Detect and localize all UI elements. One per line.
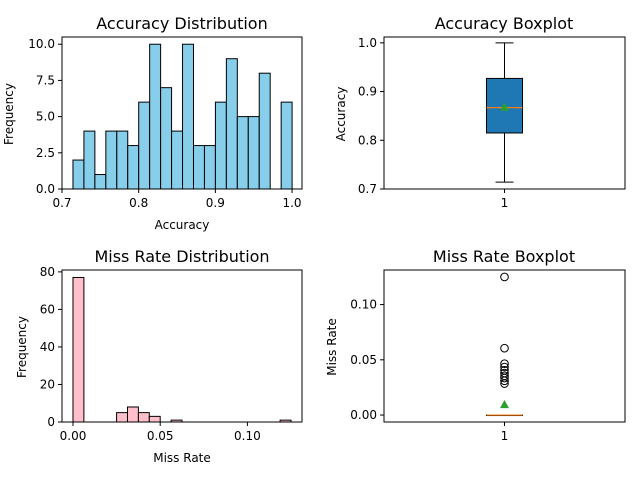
axes: 0.00 0.05 0.10 1 — [350, 269, 626, 443]
y-axis-label: Miss Rate — [325, 318, 339, 376]
y-tick-label: 0.00 — [350, 408, 377, 422]
y-tick-label: 60 — [40, 302, 55, 316]
histogram-bar — [192, 145, 205, 190]
panel-miss-rate-boxplot: Miss Rate Boxplot Miss Rate 0.00 0.05 0.10… — [325, 247, 626, 443]
outlier-point — [500, 376, 509, 386]
histogram-bar — [247, 116, 260, 190]
chart-title: Miss Rate Boxplot — [433, 247, 575, 266]
mean-marker — [500, 102, 509, 111]
boxplot — [486, 42, 523, 183]
y-tick-label: 0 — [47, 415, 55, 429]
panel-accuracy-boxplot: Accuracy Boxplot Accuracy 0.7 0.8 0.9 1.0 1 — [334, 14, 626, 210]
histogram-bar — [116, 412, 128, 423]
axes: 0 20 40 60 80 0.00 0.05 0.10 — [40, 265, 303, 443]
histogram-bar — [116, 130, 129, 190]
plot-frame — [61, 269, 303, 423]
outlier-point — [500, 362, 509, 372]
chart-title: Accuracy Distribution — [96, 14, 267, 33]
x-tick-label: 0.10 — [234, 429, 261, 443]
y-axis-label: Frequency — [2, 83, 16, 145]
y-axis-label: Frequency — [15, 316, 29, 378]
histogram-bar — [171, 130, 184, 190]
y-tick-label: 0.05 — [350, 353, 377, 367]
y-tick-label: 2.5 — [36, 146, 55, 160]
y-tick-label: 0.9 — [358, 85, 377, 99]
histogram-bar — [138, 101, 151, 190]
histogram-bar — [83, 130, 96, 190]
histogram-bar — [182, 43, 194, 190]
y-tick-label: 0.10 — [350, 298, 377, 312]
histogram-bar — [160, 87, 173, 190]
x-tick-label: 0.00 — [60, 429, 87, 443]
x-tick-label: 0.9 — [206, 196, 225, 210]
plot-frame — [383, 269, 626, 423]
panel-miss-rate-histogram: Miss Rate Distribution Miss Rate Frequen… — [15, 247, 303, 465]
histogram-bar — [72, 159, 85, 190]
x-tick-label: 0.05 — [147, 429, 174, 443]
histogram-bar — [126, 406, 139, 423]
x-tick-label: 0.7 — [52, 196, 71, 210]
outlier-point — [500, 359, 509, 368]
x-axis-label: Miss Rate — [153, 451, 211, 465]
outlier-point — [500, 272, 509, 282]
x-tick-label: 1 — [501, 196, 509, 210]
y-axis-label: Accuracy — [334, 87, 348, 142]
histogram-bar — [149, 43, 162, 190]
histogram-bars — [72, 43, 293, 190]
histogram-bar — [280, 101, 293, 190]
y-tick-label: 5.0 — [36, 110, 55, 124]
y-tick-label: 40 — [40, 340, 55, 354]
y-tick-label: 0.8 — [358, 133, 377, 147]
x-tick-label: 1.0 — [282, 196, 301, 210]
outlier-point — [500, 373, 509, 383]
plot-frame — [61, 36, 303, 190]
boxplot — [486, 272, 523, 417]
y-tick-label: 10.0 — [28, 37, 55, 51]
axes: 0.0 2.5 5.0 7.5 10.0 0.7 0.8 0.9 1.0 — [28, 36, 303, 210]
histogram-bar — [236, 116, 249, 190]
y-tick-label: 20 — [40, 377, 55, 391]
axes: 0.7 0.8 0.9 1.0 1 — [358, 36, 626, 210]
y-tick-label: 80 — [40, 265, 55, 279]
histogram-bar — [127, 145, 140, 190]
outlier-point — [500, 343, 509, 353]
outlier-point — [500, 379, 509, 388]
x-axis-label: Accuracy — [155, 218, 210, 232]
histogram-bar — [214, 101, 227, 190]
y-tick-label: 1.0 — [358, 36, 377, 50]
y-tick-label: 7.5 — [36, 73, 55, 87]
histogram-bar — [137, 412, 150, 423]
histogram-bar — [94, 174, 107, 190]
x-tick-label: 0.8 — [129, 196, 148, 210]
y-tick-label: 0.0 — [36, 182, 55, 196]
histogram-bar — [105, 130, 118, 190]
mean-marker — [500, 400, 509, 409]
histogram-bar — [225, 58, 238, 190]
histogram-bars — [72, 277, 292, 423]
chart-title: Miss Rate Distribution — [94, 247, 269, 266]
histogram-bar — [72, 277, 85, 423]
y-tick-label: 0.7 — [358, 182, 377, 196]
histogram-bar — [148, 415, 161, 423]
histogram-bar — [203, 145, 216, 190]
chart-title: Accuracy Boxplot — [435, 14, 574, 33]
panel-accuracy-histogram: Accuracy Distribution Accuracy Frequency… — [2, 14, 303, 232]
x-tick-label: 1 — [501, 429, 509, 443]
histogram-bar — [258, 72, 271, 190]
